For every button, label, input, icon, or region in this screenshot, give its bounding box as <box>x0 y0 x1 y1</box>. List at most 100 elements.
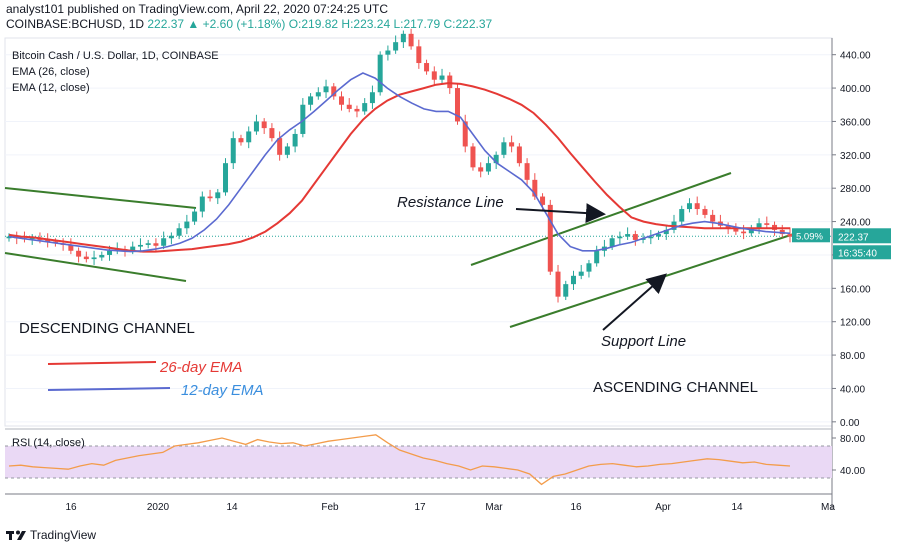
y-tick-label: 80.00 <box>840 351 865 362</box>
candle-body <box>509 142 515 147</box>
candle-body <box>300 104 306 134</box>
candle-body <box>748 228 754 234</box>
candle-body <box>408 33 414 47</box>
candle-body <box>563 284 569 297</box>
candle-body <box>679 209 685 222</box>
candle-body <box>787 234 793 237</box>
price-badge-label: 222.37 <box>838 232 869 243</box>
candle-body <box>184 221 190 229</box>
candle-body <box>454 88 460 122</box>
candle-body <box>76 250 82 257</box>
candle-body <box>594 250 600 264</box>
candle-body <box>83 256 89 260</box>
descending-label: DESCENDING CHANNEL <box>19 320 195 337</box>
candle-body <box>725 225 731 229</box>
candle-body <box>207 196 213 199</box>
candle-body <box>447 75 453 89</box>
x-tick-label: Mar <box>485 502 503 513</box>
candle-body <box>153 243 159 246</box>
candle-body <box>570 275 576 285</box>
candle-body <box>485 163 491 172</box>
candle-body <box>277 138 283 155</box>
grid <box>4 37 833 427</box>
candle-body <box>269 128 275 139</box>
y-tick-label: 440.00 <box>840 51 871 62</box>
ema26-key <box>47 361 157 365</box>
candle-body <box>253 121 259 132</box>
channel-line <box>509 229 807 328</box>
candle-body <box>230 138 236 164</box>
candle-body <box>354 108 360 112</box>
candle-body <box>710 214 716 222</box>
footer: TradingView <box>6 528 96 542</box>
y-tick-label: 360.00 <box>840 117 871 128</box>
publish-info: analyst101 published on TradingView.com,… <box>6 2 389 16</box>
candle-body <box>107 250 113 255</box>
candle-body <box>462 121 468 147</box>
candle-body <box>6 236 12 239</box>
candle-body <box>45 239 51 242</box>
ema12-line <box>8 72 791 253</box>
candle-body <box>199 196 205 212</box>
candle-body <box>238 138 244 143</box>
candle-body <box>323 86 329 93</box>
candle-body <box>547 204 553 272</box>
annotations: Bitcoin Cash / U.S. Dollar, 1D, COINBASE… <box>12 50 758 399</box>
candle-body <box>161 238 167 246</box>
candle-body <box>501 142 507 155</box>
candle-body <box>424 63 430 72</box>
candle-body <box>493 154 499 164</box>
candle-body <box>617 236 623 239</box>
candle-body <box>764 223 770 225</box>
y-tick-label: 160.00 <box>840 284 871 295</box>
candle-body <box>369 92 375 104</box>
channel-line <box>4 252 187 282</box>
candle-body <box>362 103 368 112</box>
candle-body <box>284 146 290 155</box>
y-tick-label: 0.00 <box>840 418 860 429</box>
candle-body <box>516 146 522 164</box>
candle-body <box>733 228 739 232</box>
symbol-header: COINBASE:BCHUSD, 1D 222.37 ▲ +2.60 (+1.1… <box>6 17 492 31</box>
pct-badge <box>792 228 830 243</box>
rsi-tick-label: 80.00 <box>840 434 865 445</box>
candle-body <box>702 209 708 215</box>
plot-frame <box>4 37 833 427</box>
rsi-line <box>8 434 791 486</box>
candle-body <box>694 203 700 210</box>
y-tick-label: 400.00 <box>840 84 871 95</box>
support-arrow <box>602 273 667 331</box>
ema26-line <box>8 82 790 253</box>
candle-body <box>524 163 530 180</box>
pct-badge-label: 5.09% <box>796 231 823 242</box>
time-badge-label: 16:35:40 <box>838 248 877 259</box>
rsi-panel: 40.00 80.00 RSI (14, close) <box>5 428 865 486</box>
symbol-line: COINBASE:BCHUSD, 1D <box>6 17 145 31</box>
x-tick-label: 16 <box>65 502 77 513</box>
support-label: Support Line <box>601 333 686 350</box>
candle-body <box>331 86 337 97</box>
candle-body <box>168 235 174 239</box>
candle-body <box>756 223 762 229</box>
candle-body <box>130 246 136 251</box>
candle-body <box>192 211 198 222</box>
legend-ema26: EMA (26, close) <box>12 66 90 78</box>
candle-body <box>555 271 561 297</box>
candle-body <box>632 234 638 240</box>
candle-body <box>385 50 391 55</box>
ohlc-values: O:219.82 H:223.24 L:217.79 C:222.37 <box>288 17 493 31</box>
x-tick-label: 17 <box>414 502 426 513</box>
candle-body <box>741 231 747 234</box>
rsi-label: RSI (14, close) <box>12 437 85 449</box>
y-tick-label: 280.00 <box>840 184 871 195</box>
candle-body <box>439 75 445 80</box>
ascending-label: ASCENDING CHANNEL <box>593 379 758 396</box>
candle-body <box>346 104 352 109</box>
candle-body <box>663 229 669 235</box>
resistance-arrow <box>515 203 606 224</box>
candle-body <box>431 71 437 80</box>
brand-label: TradingView <box>30 528 97 542</box>
candle-body <box>656 234 662 237</box>
price-badge <box>833 228 891 244</box>
